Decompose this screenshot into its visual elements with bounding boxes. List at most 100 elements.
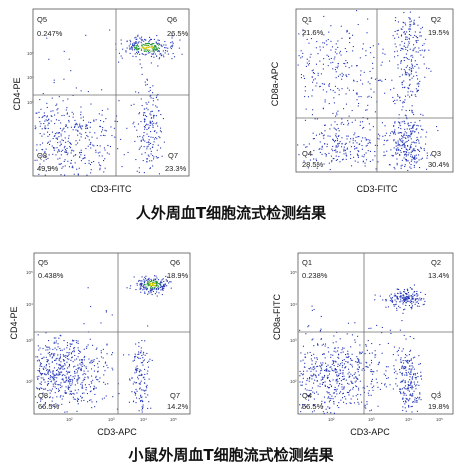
- event-dot: [394, 304, 396, 306]
- event-dot: [141, 153, 143, 155]
- event-dot: [58, 384, 60, 386]
- event-dot: [366, 362, 368, 364]
- event-dot: [158, 43, 160, 45]
- event-dot: [153, 284, 155, 286]
- event-dot: [143, 382, 145, 384]
- event-dot: [399, 150, 401, 152]
- event-dot: [66, 355, 68, 357]
- event-dot: [361, 155, 363, 157]
- event-dot: [59, 364, 61, 366]
- event-dot: [139, 382, 141, 384]
- event-dot: [311, 70, 313, 72]
- event-dot: [361, 369, 363, 371]
- event-dot: [140, 284, 142, 286]
- event-dot: [104, 167, 106, 169]
- event-dot: [148, 45, 150, 47]
- event-dot: [401, 350, 403, 352]
- event-dot: [36, 149, 38, 151]
- event-dot: [319, 46, 321, 48]
- event-dot: [414, 47, 416, 49]
- event-dot: [131, 46, 133, 48]
- event-dot: [322, 382, 324, 384]
- event-dot: [143, 287, 145, 289]
- quadrant-value: 19.8%: [428, 402, 450, 411]
- event-dot: [156, 295, 158, 297]
- event-dot: [382, 299, 384, 301]
- event-dot: [430, 70, 432, 72]
- event-dot: [74, 119, 76, 121]
- event-dot: [321, 83, 323, 85]
- event-dot: [410, 393, 412, 395]
- event-dot: [79, 377, 81, 379]
- x-axis-label: CD3-APC: [97, 427, 137, 437]
- event-dot: [399, 369, 401, 371]
- dot-layer: [35, 275, 172, 413]
- event-dot: [80, 369, 82, 371]
- event-dot: [414, 34, 416, 36]
- event-dot: [147, 154, 149, 156]
- event-dot: [71, 378, 73, 380]
- event-dot: [404, 367, 406, 369]
- event-dot: [349, 42, 351, 44]
- event-dot: [93, 370, 95, 372]
- event-dot: [74, 347, 76, 349]
- event-dot: [48, 118, 50, 120]
- event-dot: [331, 395, 333, 397]
- event-dot: [342, 347, 344, 349]
- event-dot: [360, 74, 362, 76]
- event-dot: [404, 151, 406, 153]
- event-dot: [407, 94, 409, 96]
- event-dot: [351, 364, 353, 366]
- event-dot: [348, 368, 350, 370]
- event-dot: [149, 36, 151, 38]
- event-dot: [414, 377, 416, 379]
- event-dot: [365, 361, 367, 363]
- event-dot: [348, 115, 350, 117]
- event-dot: [58, 364, 60, 366]
- event-dot: [59, 334, 61, 336]
- event-dot: [85, 389, 87, 391]
- y-tick-label: 10²: [290, 379, 297, 384]
- event-dot: [136, 382, 138, 384]
- event-dot: [396, 30, 398, 32]
- event-dot: [158, 292, 160, 294]
- event-dot: [359, 143, 361, 145]
- event-dot: [413, 48, 415, 50]
- event-dot: [155, 282, 157, 284]
- event-dot: [98, 360, 100, 362]
- event-dot: [73, 393, 75, 395]
- event-dot: [401, 320, 403, 322]
- event-dot: [92, 379, 94, 381]
- event-dot: [114, 136, 116, 138]
- event-dot: [404, 153, 406, 155]
- event-dot: [421, 26, 423, 28]
- event-dot: [327, 377, 329, 379]
- event-dot: [411, 385, 413, 387]
- event-dot: [308, 60, 310, 62]
- event-dot: [315, 376, 317, 378]
- event-dot: [411, 111, 413, 113]
- event-dot: [407, 123, 409, 125]
- event-dot: [408, 360, 410, 362]
- event-dot: [48, 154, 50, 156]
- event-dot: [335, 133, 337, 135]
- event-dot: [414, 401, 416, 403]
- event-dot: [40, 108, 42, 110]
- event-dot: [63, 78, 65, 80]
- event-dot: [381, 332, 383, 334]
- event-dot: [45, 349, 47, 351]
- event-dot: [45, 127, 47, 129]
- event-dot: [348, 376, 350, 378]
- event-dot: [146, 83, 148, 85]
- event-dot: [408, 125, 410, 127]
- event-dot: [53, 377, 55, 379]
- event-dot: [418, 154, 420, 156]
- event-dot: [357, 401, 359, 403]
- event-dot: [95, 119, 97, 121]
- event-dot: [411, 298, 413, 300]
- event-dot: [410, 138, 412, 140]
- event-dot: [396, 164, 398, 166]
- event-dot: [56, 103, 58, 105]
- event-dot: [394, 43, 396, 45]
- event-dot: [51, 361, 53, 363]
